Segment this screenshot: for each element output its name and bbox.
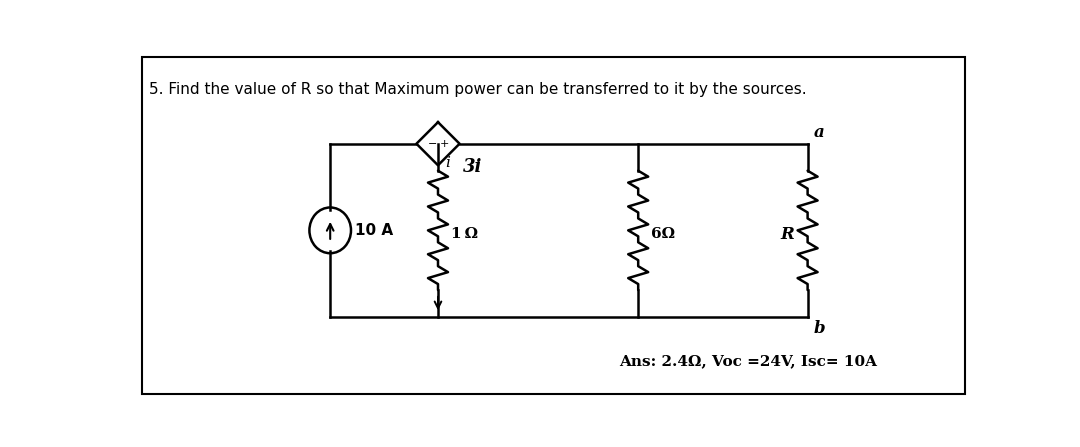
Text: b: b: [813, 320, 825, 337]
Text: −: −: [428, 139, 437, 149]
Text: 5. Find the value of R so that Maximum power can be transferred to it by the sou: 5. Find the value of R so that Maximum p…: [149, 82, 807, 97]
Text: R: R: [781, 226, 795, 243]
Text: 3i: 3i: [462, 158, 482, 176]
Text: 10 A: 10 A: [355, 223, 393, 238]
Text: +: +: [441, 139, 449, 149]
Text: Ans: 2.4Ω, Voc =24V, Isc= 10A: Ans: 2.4Ω, Voc =24V, Isc= 10A: [619, 354, 877, 369]
Text: 1 Ω: 1 Ω: [451, 227, 478, 241]
Text: 6Ω: 6Ω: [651, 227, 675, 241]
Text: a: a: [813, 124, 824, 141]
Text: i: i: [445, 156, 449, 170]
